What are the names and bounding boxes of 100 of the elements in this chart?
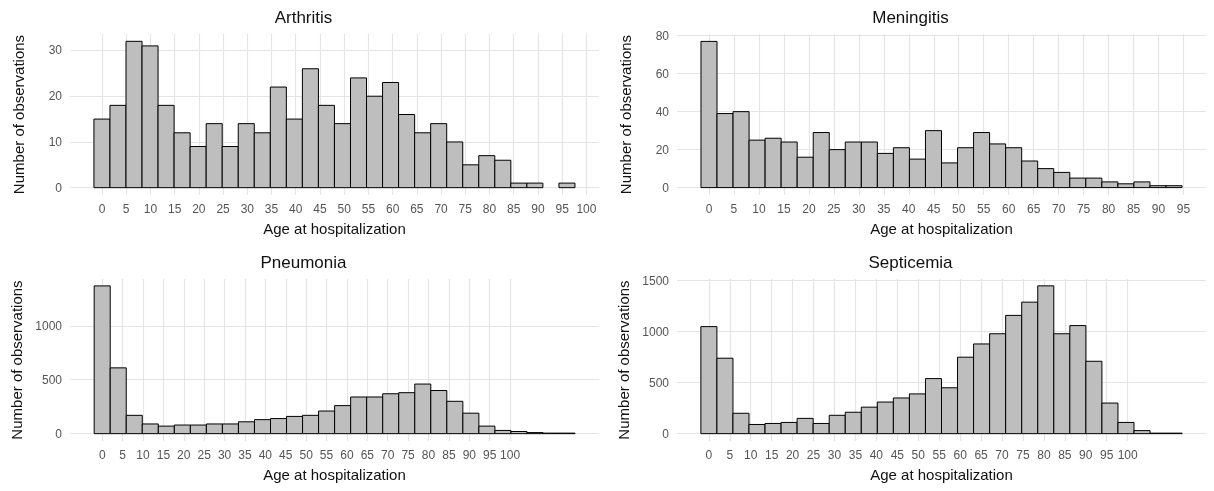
y-tick-label: 1500: [642, 273, 670, 288]
x-tick-label: 30: [240, 202, 255, 216]
x-tick-label: 40: [258, 448, 273, 462]
chart-title: Pneumonia: [260, 253, 348, 272]
x-tick-label: 0: [98, 448, 106, 462]
x-tick-label: 15: [764, 448, 779, 462]
x-tick-label: 95: [1100, 448, 1114, 462]
x-tick-label: 15: [156, 448, 171, 462]
x-tick-label: 80: [421, 448, 436, 462]
x-tick-label: 95: [1176, 202, 1191, 216]
x-tick-label: 10: [752, 202, 766, 216]
y-tick-label: 40: [655, 104, 670, 119]
x-tick-label: 50: [911, 448, 926, 462]
x-tick-label: 40: [289, 202, 303, 216]
x-tick-label: 45: [890, 448, 905, 462]
x-tick-label: 50: [952, 202, 966, 216]
x-tick-label: 75: [458, 202, 473, 216]
x-tick-label: 80: [1037, 448, 1051, 462]
x-axis-title: Age at hospitalization: [263, 466, 406, 483]
x-tick-label: 65: [974, 448, 989, 462]
x-tick-label: 25: [827, 202, 841, 216]
x-tick-label: 55: [361, 202, 376, 216]
x-tick-label: 5: [726, 448, 734, 462]
x-tick-label: 70: [434, 202, 449, 216]
x-tick-label: 35: [848, 448, 863, 462]
y-axis-title: Number of observations: [617, 34, 634, 195]
x-tick-label: 85: [1126, 202, 1141, 216]
x-tick-label: 55: [319, 448, 334, 462]
x-tick-label: 10: [136, 448, 150, 462]
x-tick-label: 0: [98, 202, 106, 216]
chart-title: Meningitis: [872, 8, 949, 27]
x-tick-label: 60: [953, 448, 968, 462]
x-tick-label: 90: [531, 202, 545, 216]
x-axis-title: Age at hospitalization: [263, 220, 406, 237]
y-tick-label: 20: [48, 89, 63, 104]
x-tick-label: 40: [869, 448, 884, 462]
x-tick-label: 90: [1151, 202, 1166, 216]
x-tick-label: 50: [337, 202, 352, 216]
y-tick-label: 1000: [642, 324, 670, 339]
x-tick-label: 75: [1016, 448, 1030, 462]
x-tick-label: 30: [217, 448, 232, 462]
x-tick-label: 75: [1076, 202, 1091, 216]
y-axis-title: Number of observations: [615, 280, 633, 440]
x-tick-label: 85: [507, 202, 521, 216]
x-tick-label: 70: [381, 448, 395, 462]
y-tick-label: 0: [55, 180, 63, 195]
x-tick-label: 80: [1101, 202, 1116, 216]
y-tick-label: 30: [48, 43, 63, 58]
x-tick-label: 60: [385, 202, 400, 216]
x-tick-label: 65: [360, 448, 375, 462]
x-tick-label: 65: [1026, 202, 1041, 216]
y-axis-title: Number of observations: [10, 34, 27, 195]
x-tick-label: 70: [995, 448, 1010, 462]
x-tick-label: 50: [299, 448, 314, 462]
x-tick-label: 95: [555, 202, 570, 216]
x-tick-label: 25: [806, 448, 821, 462]
y-tick-label: 80: [655, 28, 670, 43]
x-axis-title: Age at hospitalization: [870, 466, 1013, 483]
x-tick-label: 0: [705, 202, 713, 216]
x-tick-label: 20: [177, 448, 191, 462]
x-tick-label: 40: [902, 202, 916, 216]
x-tick-label: 60: [340, 448, 354, 462]
x-tick-label: 45: [279, 448, 293, 462]
y-tick-label: 0: [662, 180, 670, 195]
x-tick-label: 5: [119, 448, 127, 462]
y-tick-label: 500: [648, 375, 670, 390]
y-tick-label: 0: [55, 426, 63, 441]
x-tick-label: 30: [852, 202, 866, 216]
x-tick-label: 45: [927, 202, 941, 216]
x-tick-label: 60: [1002, 202, 1016, 216]
x-tick-label: 100: [500, 448, 521, 462]
x-tick-label: 55: [932, 448, 947, 462]
x-tick-label: 90: [462, 448, 477, 462]
x-tick-label: 80: [482, 202, 497, 216]
x-tick-label: 25: [197, 448, 212, 462]
x-tick-label: 35: [264, 202, 279, 216]
x-tick-label: 10: [744, 448, 758, 462]
chart-title: Septicemia: [868, 253, 954, 272]
x-tick-label: 100: [1117, 448, 1139, 462]
x-tick-label: 70: [1051, 202, 1066, 216]
y-tick-label: 1000: [35, 318, 63, 333]
y-axis-title: Number of observations: [8, 280, 26, 440]
x-tick-label: 95: [483, 448, 497, 462]
x-tick-label: 20: [192, 202, 206, 216]
x-tick-label: 90: [1079, 448, 1093, 462]
x-axis-title: Age at hospitalization: [870, 220, 1013, 237]
x-tick-label: 10: [143, 202, 158, 216]
y-tick-label: 60: [655, 66, 670, 81]
x-tick-label: 45: [313, 202, 327, 216]
x-tick-label: 100: [576, 202, 597, 216]
x-tick-label: 20: [802, 202, 816, 216]
x-tick-label: 5: [730, 202, 738, 216]
x-tick-label: 85: [1058, 448, 1072, 462]
x-tick-label: 35: [877, 202, 891, 216]
y-tick-label: 10: [48, 134, 63, 149]
x-tick-label: 5: [122, 202, 130, 216]
y-tick-label: 0: [662, 426, 670, 441]
x-tick-label: 35: [238, 448, 252, 462]
x-tick-label: 30: [827, 448, 842, 462]
y-tick-label: 500: [41, 372, 63, 387]
